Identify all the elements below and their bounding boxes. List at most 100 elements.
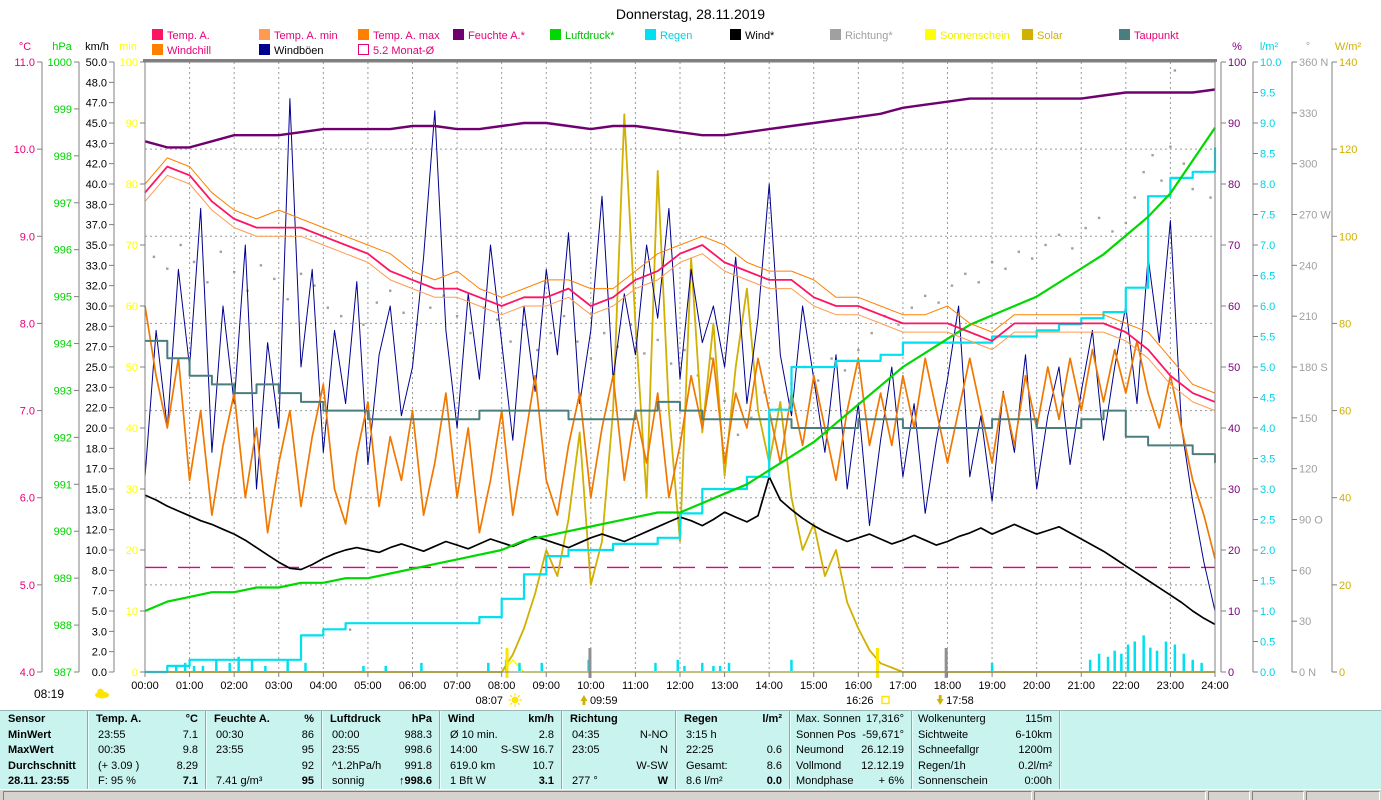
richtung-dot [1151, 153, 1154, 157]
legend-swatch-icon [453, 29, 464, 40]
x-axis-label: 09:00 [532, 680, 560, 692]
cell-label: 1 Bft W [450, 775, 487, 787]
col-header: Feuchte A. [214, 713, 270, 725]
table-separator [321, 711, 323, 790]
richtung-dot [1111, 230, 1114, 233]
richtung-dot [313, 284, 316, 287]
axis-tick-label-lm2: 9.0 [1260, 118, 1275, 130]
axis-tick-label-kmh: 43.0 [86, 138, 107, 150]
axis-tick-label-kmh: 33.0 [86, 260, 107, 272]
cell-label: 00:00 [332, 728, 360, 741]
cell-value: N [660, 744, 668, 756]
axis-tick-label-kmh: 15.0 [86, 484, 107, 496]
info-value: 115m [1025, 713, 1052, 725]
axis-tick-label-deg: 240 [1299, 260, 1317, 272]
legend-item-regen: Regen [645, 29, 692, 42]
cell-value: 998.6 [404, 744, 432, 756]
cell-label: 04:35 [572, 728, 600, 741]
info-value: 26.12.19 [861, 744, 904, 756]
stats-table: Sensor MinWert MaxWert Durchschnitt 28.11. 2… [0, 710, 1381, 790]
axis-tick-label-lm2: 5.5 [1260, 332, 1275, 344]
axis-tick-label-pct: 100 [1228, 57, 1246, 69]
chart-area: 11.0 10.0 9.0 8.0 7.0 6.0 5.0 4.0 °C 1000 999 998 99… [14, 41, 1362, 707]
legend-item-temp-a-max: Temp. A. max [358, 29, 440, 42]
cell-value: 95 [301, 775, 314, 787]
richtung-dot [536, 348, 539, 352]
richtung-dot [1057, 233, 1061, 237]
axis-tick-label-c: 9.0 [20, 231, 35, 243]
cell-value: 991.8 [404, 759, 432, 772]
axis-tick-label-kmh: 50.0 [86, 57, 107, 69]
table-separator [87, 711, 89, 790]
info-label: Mondphase [796, 775, 854, 787]
x-axis-label: 17:00 [889, 680, 917, 692]
legend-item-windb-en: Windböen [259, 44, 324, 57]
richtung-dot [326, 306, 329, 309]
cell-label: 00:30 [216, 728, 244, 741]
axis-tick-label-pct: 40 [1228, 423, 1240, 435]
axis-tick-label-minu: 20 [126, 545, 138, 557]
legend-label: Temp. A. min [274, 30, 338, 42]
info-label: Sonnen Pos [796, 728, 856, 741]
event-time: 08:07 [475, 695, 503, 707]
axis-tick-label-kmh: 48.0 [86, 77, 107, 89]
x-axis-label: 19:00 [978, 680, 1006, 692]
axis-unit-deg: ° [1306, 41, 1310, 53]
table-separator [1059, 711, 1061, 790]
axis-tick-label-lm2: 0.5 [1260, 637, 1275, 649]
axis-tick-label-kmh: 5.0 [92, 606, 107, 618]
axis-tick-label-kmh: 3.0 [92, 626, 107, 638]
axis-tick-label-wm2: 0 [1339, 667, 1345, 679]
legend-label: Solar [1037, 30, 1063, 42]
richtung-dot [750, 416, 753, 420]
richtung-dot [299, 272, 303, 276]
col-header: Regen [684, 713, 718, 725]
cell-label: 619.0 km [450, 759, 496, 772]
axis-tick-label-deg: 60 [1299, 565, 1311, 577]
axis-tick-label-minu: 100 [120, 57, 138, 69]
cell-value: 9.8 [182, 744, 198, 756]
axis-tick-label-hpa: 995 [54, 292, 72, 304]
axis-tick-label-wm2: 40 [1339, 493, 1351, 505]
richtung-dot [1182, 162, 1185, 165]
legend-swatch-icon [358, 44, 369, 55]
axis-tick-label-minu: 60 [126, 301, 138, 313]
richtung-dot [643, 352, 646, 355]
status-bar-segment [1208, 791, 1250, 800]
richtung-dot [603, 331, 606, 335]
row-header: MinWert [8, 728, 52, 741]
arrow-up-icon [580, 695, 588, 705]
sun-icon [508, 693, 522, 707]
series-luftdruck [144, 127, 1216, 613]
axis-tick-label-lm2: 1.5 [1260, 576, 1275, 588]
richtung-dot [723, 399, 726, 403]
legend-label: Luftdruck* [565, 30, 615, 42]
legend-item-temp-a-min: Temp. A. min [259, 29, 338, 42]
legend-item-sonnenschein: Sonnenschein [925, 29, 1010, 42]
cell-value: N-NO [639, 728, 668, 741]
legend-label: Wind* [745, 30, 775, 42]
col-unit: % [304, 713, 314, 725]
axis-tick-label-lm2: 1.0 [1260, 606, 1275, 618]
axis-tick-label-hpa: 993 [54, 385, 72, 397]
axis-tick-label-kmh: 27.0 [86, 342, 107, 354]
richtung-dot [1044, 243, 1047, 247]
axis-tick-label-hpa: 1000 [48, 57, 72, 69]
axis-tick-label-kmh: 25.0 [86, 362, 107, 374]
axis-tick-label-lm2: 10.0 [1260, 57, 1281, 69]
richtung-dot [937, 301, 940, 304]
series-windb-en [144, 98, 1216, 612]
legend-label: Sonnenschein [940, 30, 1010, 42]
richtung-dot [469, 331, 472, 335]
richtung-dot [402, 311, 405, 314]
axis-tick-label-minu: 30 [126, 484, 138, 496]
richtung-dot [1004, 267, 1007, 270]
cell-label: F: 95 % [98, 775, 136, 787]
col-unit: km/h [528, 713, 554, 725]
axis-tick-label-kmh: 2.0 [92, 647, 107, 659]
x-axis-label: 00:00 [131, 680, 159, 692]
axis-tick-label-hpa: 987 [54, 667, 72, 679]
cell-label: 3:15 h [686, 728, 717, 741]
info-value: 0:00h [1024, 775, 1052, 787]
axis-tick-label-deg: 30 [1299, 616, 1311, 628]
